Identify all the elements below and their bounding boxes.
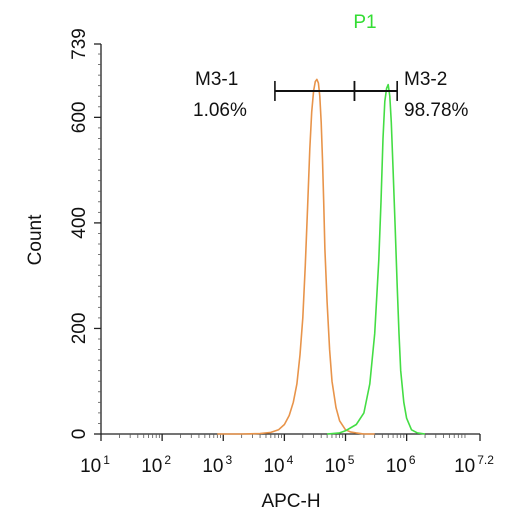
y-tick-label: 200 <box>69 313 90 345</box>
marker-layer: M3-1 1.06% M3-2 98.78% <box>193 69 469 121</box>
marker-1-percent: 1.06% <box>193 100 247 121</box>
x-tick-label: 10 1 <box>80 453 110 477</box>
marker-1-label: M3-1 <box>195 69 238 90</box>
x-axis: 10 1 10 2 10 3 10 4 10 5 10 6 10 7.2 <box>80 433 494 477</box>
series-1-line <box>217 78 375 435</box>
x-tick-label: 10 4 <box>263 453 293 477</box>
x-tick-label: 10 5 <box>325 453 355 477</box>
chart-title: P1 <box>353 12 376 33</box>
x-tick-label: 10 6 <box>386 453 416 477</box>
x-tick-label: 10 2 <box>141 453 171 477</box>
y-tick-label: 739 <box>69 28 90 60</box>
series-2-line <box>327 83 426 435</box>
x-axis-title: APC-H <box>261 491 320 512</box>
y-tick-label: 400 <box>69 207 90 239</box>
marker-2-percent: 98.78% <box>404 100 469 121</box>
y-tick-label: 600 <box>69 102 90 134</box>
marker-2-label: M3-2 <box>404 69 447 90</box>
y-axis-title: Count <box>25 214 46 265</box>
x-tick-label: 10 7.2 <box>454 453 494 477</box>
x-tick-label: 10 3 <box>202 453 232 477</box>
y-axis: 0 200 400 600 739 <box>69 28 102 440</box>
series-layer <box>217 78 426 435</box>
y-tick-label: 0 <box>69 429 90 440</box>
